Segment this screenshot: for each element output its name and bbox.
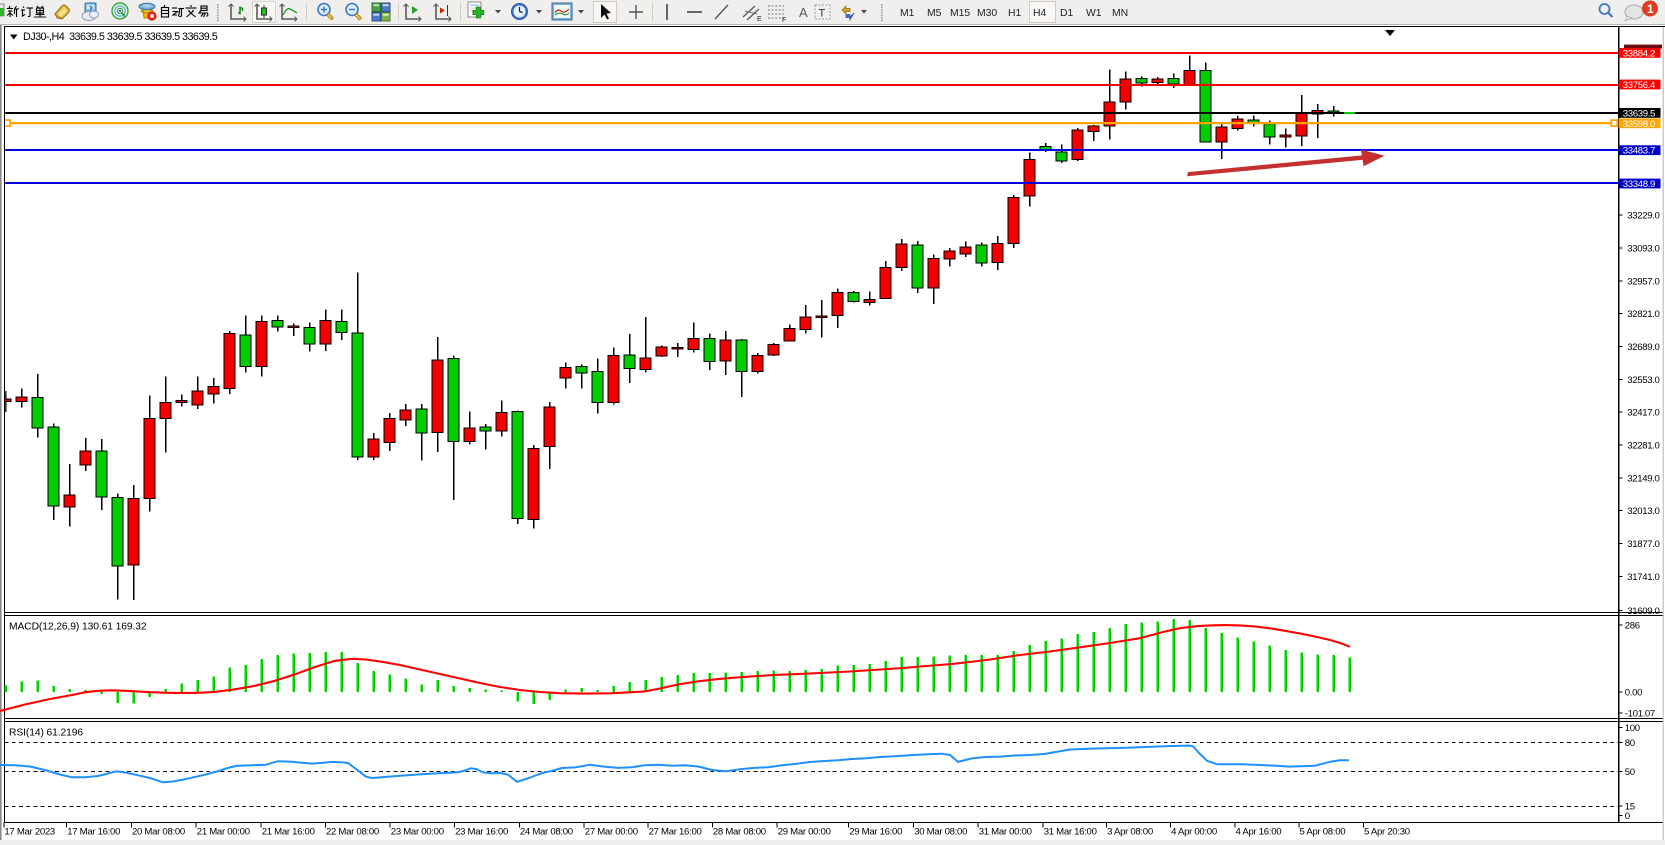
svg-text:24 Mar 08:00: 24 Mar 08:00 bbox=[520, 826, 573, 837]
svg-text:33093.0: 33093.0 bbox=[1627, 243, 1659, 254]
svg-text:33884.2: 33884.2 bbox=[1623, 48, 1655, 59]
svg-text:17 Mar 16:00: 17 Mar 16:00 bbox=[67, 826, 120, 837]
svg-text:1: 1 bbox=[1647, 2, 1654, 16]
svg-text:F: F bbox=[782, 17, 786, 24]
svg-text:33598.0: 33598.0 bbox=[1623, 119, 1655, 130]
svg-text:H1: H1 bbox=[1008, 8, 1022, 19]
svg-text:30 Mar 08:00: 30 Mar 08:00 bbox=[914, 826, 967, 837]
svg-text:31 Mar 16:00: 31 Mar 16:00 bbox=[1044, 826, 1097, 837]
svg-text:31 Mar 00:00: 31 Mar 00:00 bbox=[979, 826, 1032, 837]
svg-text:W1: W1 bbox=[1086, 8, 1102, 19]
svg-text:29 Mar 16:00: 29 Mar 16:00 bbox=[849, 826, 902, 837]
svg-text:3 Apr 08:00: 3 Apr 08:00 bbox=[1107, 826, 1153, 837]
svg-text:286: 286 bbox=[1625, 620, 1640, 631]
svg-text:31741.0: 31741.0 bbox=[1627, 572, 1659, 583]
svg-text:33483.7: 33483.7 bbox=[1623, 146, 1655, 157]
svg-text:5 Apr 20:30: 5 Apr 20:30 bbox=[1364, 826, 1410, 837]
svg-text:0.00: 0.00 bbox=[1625, 687, 1642, 698]
svg-text:M15: M15 bbox=[950, 8, 970, 19]
svg-text:20 Mar 08:00: 20 Mar 08:00 bbox=[132, 826, 185, 837]
svg-text:M30: M30 bbox=[977, 8, 997, 19]
svg-text:33639.5: 33639.5 bbox=[1623, 108, 1655, 119]
svg-text:29 Mar 00:00: 29 Mar 00:00 bbox=[778, 826, 831, 837]
svg-text:MACD(12,26,9) 130.61 169.32: MACD(12,26,9) 130.61 169.32 bbox=[9, 622, 147, 633]
svg-text:RSI(14) 61.2196: RSI(14) 61.2196 bbox=[9, 728, 83, 739]
svg-text:27 Mar 16:00: 27 Mar 16:00 bbox=[649, 826, 702, 837]
svg-text:31609.0: 31609.0 bbox=[1627, 606, 1659, 617]
svg-text:21 Mar 00:00: 21 Mar 00:00 bbox=[197, 826, 250, 837]
svg-text:T: T bbox=[819, 8, 826, 20]
svg-text:22 Mar 08:00: 22 Mar 08:00 bbox=[326, 826, 379, 837]
svg-text:32821.0: 32821.0 bbox=[1627, 309, 1659, 320]
svg-text:31877.0: 31877.0 bbox=[1627, 539, 1659, 550]
svg-text:100: 100 bbox=[1625, 723, 1640, 734]
svg-text:33756.4: 33756.4 bbox=[1623, 80, 1656, 91]
svg-text:H4: H4 bbox=[1033, 8, 1047, 19]
svg-text:-101.07: -101.07 bbox=[1625, 708, 1655, 719]
svg-text:4 Apr 00:00: 4 Apr 00:00 bbox=[1171, 826, 1217, 837]
svg-text:32689.0: 32689.0 bbox=[1627, 342, 1659, 353]
svg-text:5 Apr 08:00: 5 Apr 08:00 bbox=[1300, 826, 1346, 837]
svg-text:D1: D1 bbox=[1060, 8, 1074, 19]
svg-text:17 Mar 2023: 17 Mar 2023 bbox=[4, 826, 55, 837]
svg-text:80: 80 bbox=[1625, 738, 1635, 749]
svg-text:E: E bbox=[757, 16, 762, 23]
svg-text:32281.0: 32281.0 bbox=[1627, 441, 1659, 452]
svg-text:0: 0 bbox=[1625, 811, 1630, 822]
svg-text:32417.0: 32417.0 bbox=[1627, 408, 1659, 419]
svg-text:21 Mar 16:00: 21 Mar 16:00 bbox=[262, 826, 315, 837]
svg-text:4 Apr 16:00: 4 Apr 16:00 bbox=[1236, 826, 1282, 837]
svg-text:M1: M1 bbox=[900, 8, 915, 19]
svg-text:32013.0: 32013.0 bbox=[1627, 506, 1659, 517]
svg-text:50: 50 bbox=[1625, 767, 1635, 778]
svg-text:DJ30-,H4 33639.5 33639.5 3363: DJ30-,H4 33639.5 33639.5 33639.5 33639.5 bbox=[23, 31, 218, 43]
svg-text:33229.0: 33229.0 bbox=[1627, 211, 1659, 222]
svg-text:M5: M5 bbox=[927, 8, 942, 19]
svg-text:32553.0: 32553.0 bbox=[1627, 375, 1659, 386]
svg-text:28 Mar 08:00: 28 Mar 08:00 bbox=[713, 826, 766, 837]
svg-text:27 Mar 00:00: 27 Mar 00:00 bbox=[585, 826, 638, 837]
svg-text:A: A bbox=[799, 5, 808, 20]
svg-text:23 Mar 16:00: 23 Mar 16:00 bbox=[455, 826, 508, 837]
svg-text:32149.0: 32149.0 bbox=[1627, 473, 1659, 484]
svg-text:MN: MN bbox=[1112, 8, 1128, 19]
svg-text:15: 15 bbox=[1625, 802, 1635, 813]
svg-text:33348.9: 33348.9 bbox=[1623, 179, 1655, 190]
svg-text:23 Mar 00:00: 23 Mar 00:00 bbox=[391, 826, 444, 837]
svg-text:32957.0: 32957.0 bbox=[1627, 276, 1659, 287]
